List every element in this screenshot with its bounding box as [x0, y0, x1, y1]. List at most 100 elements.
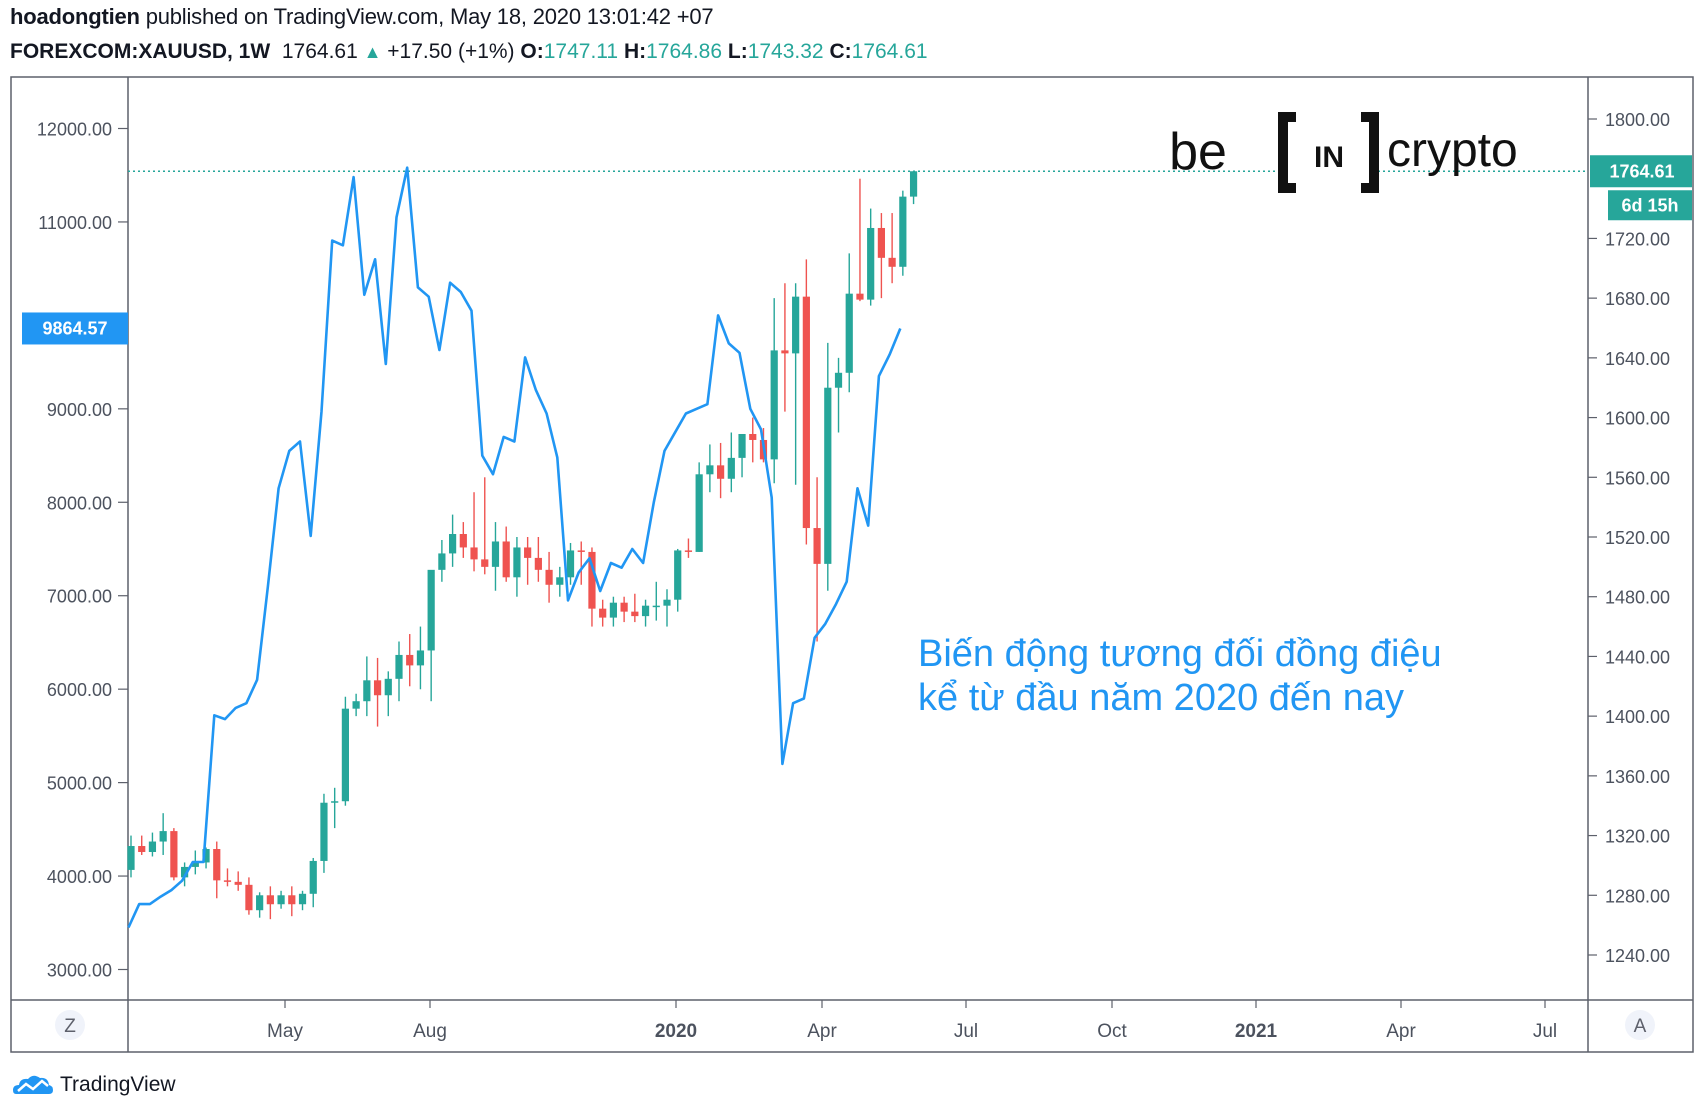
right-tick-label: 1240.00 — [1605, 946, 1670, 966]
left-tick-label: 5000.00 — [47, 774, 112, 794]
left-current-value: 9864.57 — [42, 318, 107, 338]
time-axis[interactable]: May Aug 2020 Apr Jul Oct 2021 Apr Jul — [267, 1000, 1557, 1042]
candle — [459, 522, 467, 558]
left-tick-label: 3000.00 — [47, 961, 112, 981]
candle — [491, 522, 500, 591]
time-tick-label: May — [267, 1021, 303, 1042]
candle — [481, 477, 489, 575]
right-tick-label: 1520.00 — [1605, 528, 1670, 548]
left-tick-label: 11000.00 — [38, 213, 112, 233]
candle — [899, 190, 907, 276]
symbol-legend: FOREXCOM:XAUUSD, 1W 1764.61 ▲ +17.50 (+1… — [10, 40, 928, 64]
auto-scale-button[interactable]: A — [1625, 1010, 1655, 1040]
right-tick-label: 1480.00 — [1605, 588, 1670, 608]
high-value: 1764.86 — [646, 40, 723, 63]
publish-info: hoadongtien published on TradingView.com… — [10, 4, 714, 30]
candle — [620, 596, 628, 623]
symbol-name[interactable]: FOREXCOM:XAUUSD, 1W — [10, 40, 271, 63]
tradingview-brand: TradingView — [60, 1073, 176, 1096]
open-value: 1747.11 — [543, 40, 619, 63]
comparison-line-series — [127, 166, 902, 929]
candle — [813, 477, 821, 642]
candle — [566, 542, 575, 585]
time-tick-label: Jul — [954, 1021, 978, 1042]
right-tick-label: 1800.00 — [1605, 110, 1670, 130]
right-tick-label: 1440.00 — [1605, 647, 1670, 667]
candle — [202, 847, 210, 869]
candle — [159, 813, 167, 855]
candle — [856, 178, 864, 302]
candle — [545, 551, 553, 603]
candle — [502, 526, 510, 582]
candle — [792, 283, 800, 485]
candle — [373, 657, 382, 727]
candle — [695, 462, 703, 552]
right-tick-label: 1680.00 — [1605, 289, 1670, 309]
candle — [609, 596, 617, 627]
right-last-price-badge: 1764.61 6d 15h — [1590, 155, 1692, 221]
candle — [717, 442, 725, 499]
candle — [834, 357, 843, 433]
candle — [877, 213, 885, 299]
candle — [384, 671, 392, 717]
candle — [438, 539, 446, 582]
candle — [845, 253, 853, 393]
candle — [213, 841, 221, 899]
time-tick-label: 2020 — [655, 1021, 697, 1042]
right-tick-label: 1400.00 — [1605, 707, 1670, 727]
candle — [406, 634, 414, 687]
candle — [234, 871, 242, 891]
candle — [266, 886, 274, 920]
candle — [867, 208, 875, 306]
candle — [352, 693, 360, 717]
logo-text-left: be — [1169, 123, 1227, 181]
candle — [288, 886, 296, 917]
candle — [298, 890, 307, 911]
candle — [749, 417, 757, 463]
left-current-value-badge: 9864.57 — [22, 312, 128, 345]
up-arrow-icon: ▲ — [363, 42, 382, 62]
candle — [395, 641, 403, 702]
time-tick-label: 2021 — [1235, 1021, 1278, 1042]
tradingview-cloud-icon — [13, 1075, 53, 1094]
candle — [706, 444, 714, 493]
candle — [909, 171, 918, 205]
published-text: published on TradingView.com, May 18, 20… — [145, 4, 714, 29]
time-tick-label: Apr — [807, 1021, 837, 1042]
tradingview-footer[interactable]: TradingView — [12, 1072, 176, 1098]
low-value: 1743.32 — [747, 40, 824, 63]
candle — [727, 432, 735, 493]
auto-scale-button-label: A — [1634, 1016, 1647, 1037]
price-change: +17.50 (+1%) — [387, 40, 515, 63]
high-label: H: — [623, 40, 647, 63]
right-tick-label: 1600.00 — [1605, 409, 1670, 429]
candle — [513, 537, 521, 597]
candle — [599, 599, 607, 627]
time-tick-label: Oct — [1097, 1021, 1127, 1042]
candle — [223, 868, 232, 887]
annotation-line-2: kể từ đầu năm 2020 đến nay — [918, 677, 1404, 719]
left-scale-button[interactable]: Z — [55, 1010, 85, 1040]
candle — [309, 857, 317, 908]
logo-text-middle: IN — [1314, 141, 1344, 174]
left-tick-label: 7000.00 — [47, 587, 112, 607]
candle — [631, 593, 639, 623]
right-tick-label: 1320.00 — [1605, 827, 1670, 847]
right-tick-label: 1640.00 — [1605, 349, 1670, 369]
author-name[interactable]: hoadongtien — [10, 4, 140, 29]
open-label: O: — [520, 40, 544, 63]
candle — [320, 793, 328, 873]
candle — [663, 589, 671, 627]
candle — [427, 569, 435, 702]
candle — [652, 581, 660, 621]
candle — [416, 626, 425, 690]
right-tick-label: 1280.00 — [1605, 886, 1670, 906]
last-price: 1764.61 — [281, 40, 358, 63]
candle — [245, 877, 253, 915]
left-price-axis[interactable]: 12000.00 11000.00 9000.00 8000.00 7000.00 600… — [37, 120, 128, 981]
annotation-line-1: Biến động tương đối đồng điệu — [918, 633, 1442, 675]
right-price-axis[interactable]: 1800.00 1720.00 1680.00 1640.00 1600.00 1560.… — [1588, 110, 1670, 966]
candle — [556, 566, 564, 597]
candle — [170, 828, 178, 881]
